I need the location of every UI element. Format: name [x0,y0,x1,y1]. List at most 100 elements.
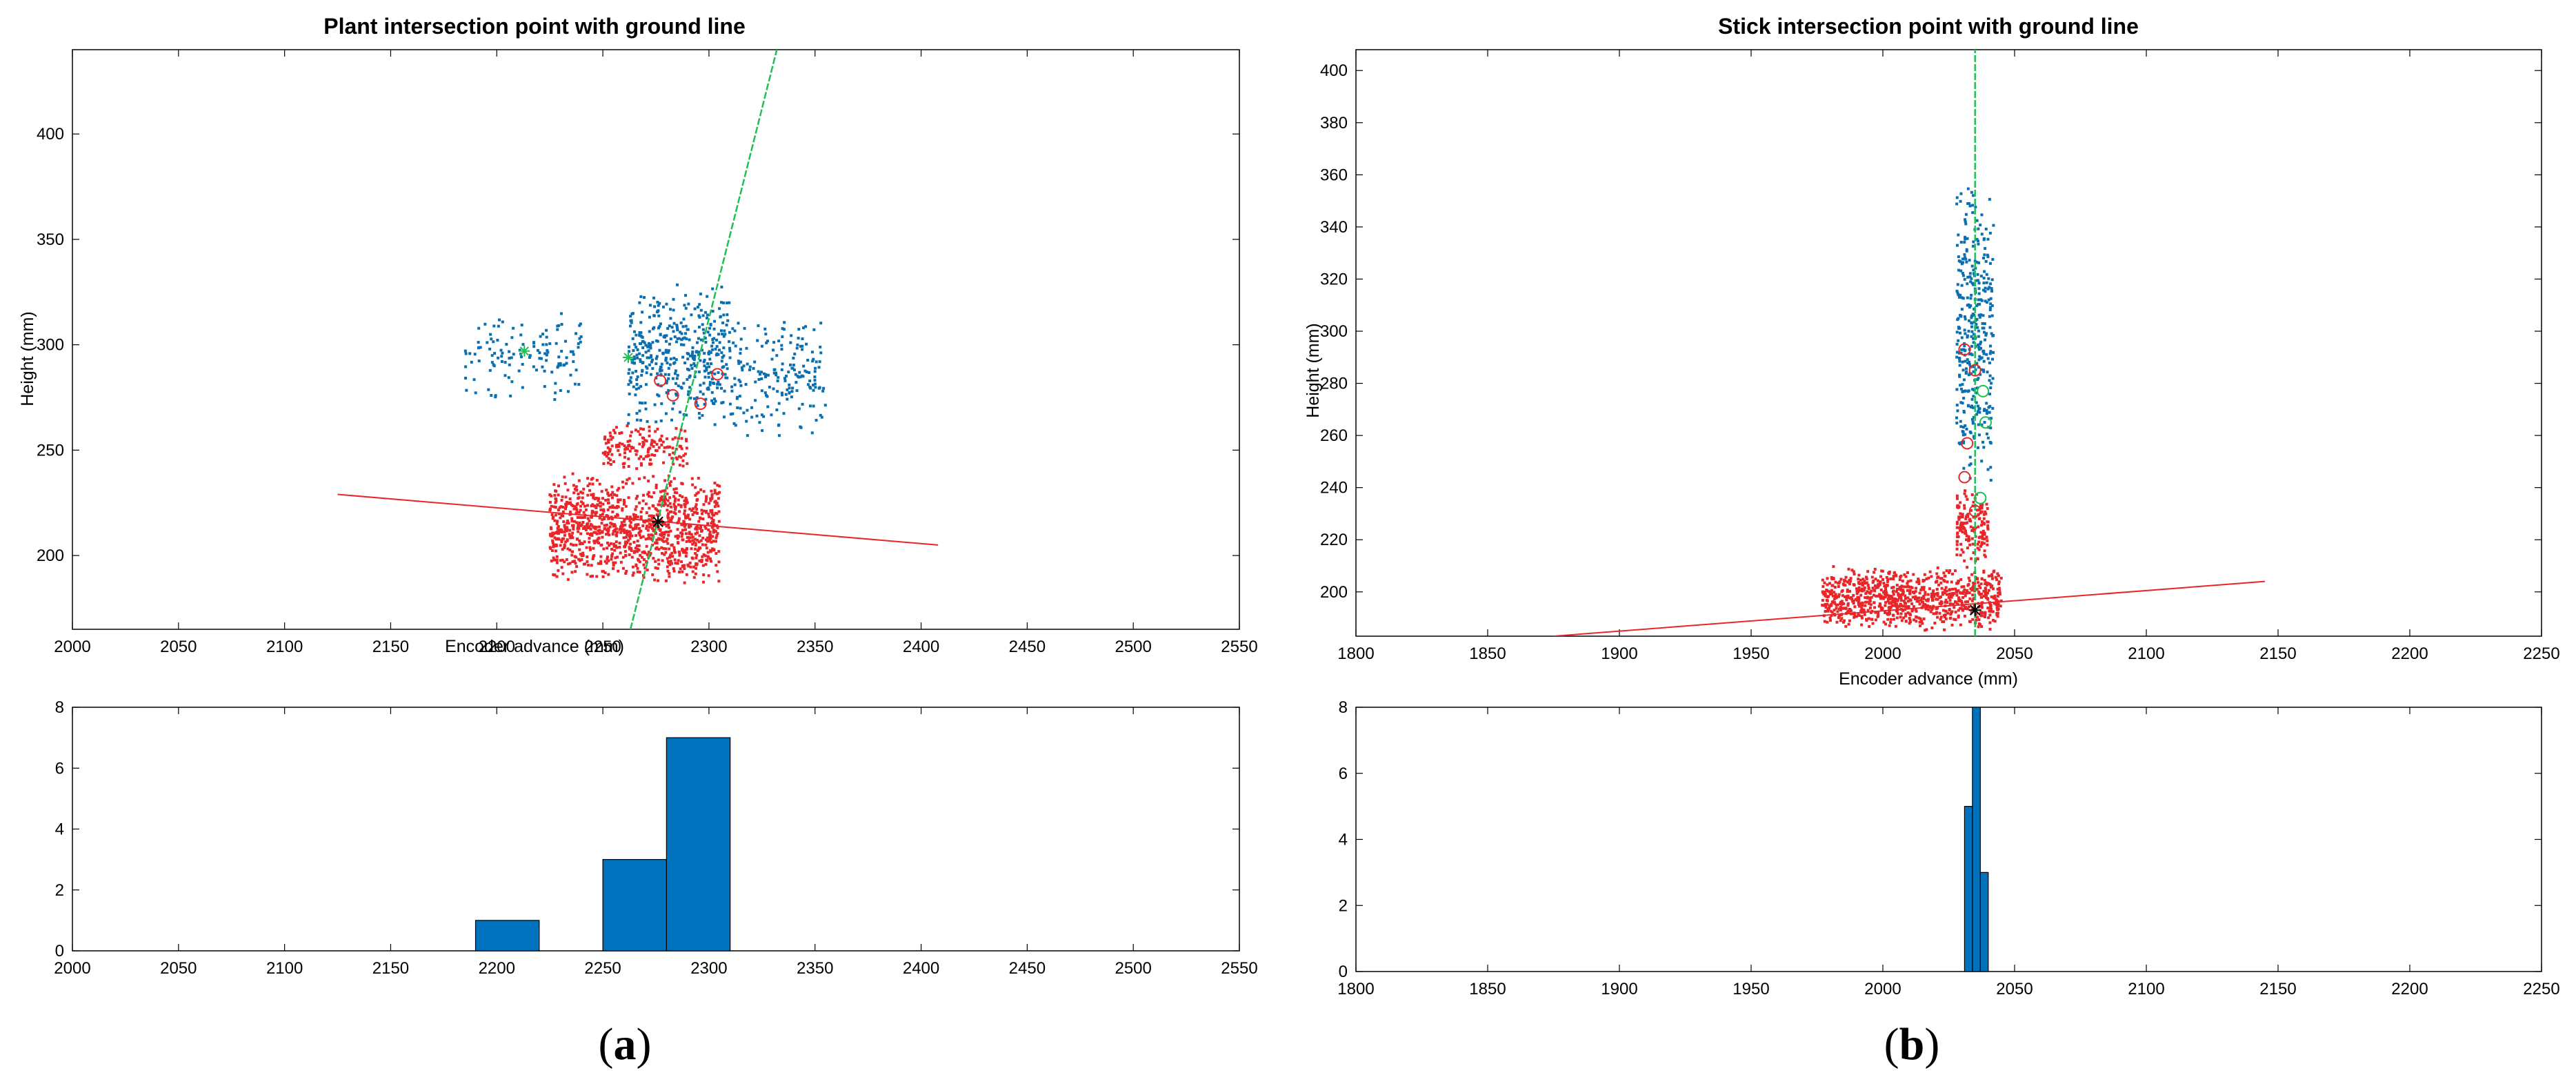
scatter-a-point [638,401,641,404]
scatter-b-point [1994,575,1997,579]
scatter-a-point [577,346,580,349]
scatter-a-point [719,386,723,390]
scatter-a-point [801,402,804,406]
scatter-a-point [684,516,688,520]
scatter-a-point [583,504,587,508]
scatter-a-point [655,376,658,380]
scatter-a-point [586,532,589,535]
scatter-a-point [720,359,723,363]
scatter-a-point [722,313,726,317]
scatter-b-ground-line [1553,580,2265,636]
scatter-a-point [815,360,818,364]
scatter-a-point [743,326,746,330]
scatter-a-point [819,322,823,325]
scatter-a-point [641,346,645,349]
scatter-a-point [578,324,581,327]
scatter-a-point [655,355,659,358]
scatter-a-point [574,570,577,573]
scatter-b-point [1876,579,1879,582]
scatter-a-point [711,287,715,290]
scatter-b-point [1865,577,1868,580]
scatter-a-point [610,453,614,456]
scatter-b-point [1976,542,1979,546]
scatter-a-point [710,540,713,544]
scatter-b-point [1979,535,1982,539]
scatter-a-point [765,341,768,344]
scatter-a-point [628,525,632,529]
scatter-a-point [676,562,679,565]
scatter-b-point [1881,578,1885,581]
scatter-b-point [1915,609,1918,613]
scatter-b-point [1888,624,1891,627]
scatter-a-point [500,359,503,363]
scatter-b-point [1922,617,1926,620]
scatter-b-point [1899,615,1902,619]
scatter-b-point [1918,591,1921,595]
scatter-b-point [1988,197,1991,201]
scatter-a-point [706,388,710,391]
scatter-a-point [721,321,725,324]
scatter-a-point [718,484,721,488]
scatter-b-point [1943,589,1946,592]
scatter-b-point [1955,581,1959,584]
scatter-a-point [706,559,709,562]
scatter-a-point [503,374,507,377]
scatter-a-point [681,529,684,532]
scatter-a-point [628,368,631,371]
scatter-a-point [659,419,663,422]
scatter-b-point [1830,589,1833,592]
scatter-a-point [642,296,646,299]
scatter-b-point [1958,331,1961,335]
scatter-a-point [635,563,638,566]
scatter-a-point [566,526,569,529]
scatter-b-point [1900,619,1904,622]
scatter-b-point [1884,591,1887,594]
scatter-a-point [587,563,590,566]
scatter-b-point [1972,268,1975,272]
scatter-a-point [551,539,555,542]
scatter-a-point [655,420,658,424]
scatter-a-point [610,506,614,509]
scatter-b-point [1977,348,1981,351]
scatter-b-point [1955,520,1959,524]
scatter-a-point [642,575,646,579]
scatter-a-point [578,559,581,562]
scatter-a-point [679,504,683,507]
scatter-b-point [1965,427,1968,431]
scatter-a-point [781,362,784,366]
scatter-a-point [680,523,683,526]
scatter-a-point [615,426,618,429]
scatter-a-point [600,490,603,493]
scatter-a-point [821,389,825,393]
scatter-b-point [1918,620,1921,624]
scatter-b-point [1972,333,1975,336]
scatter-b-point [1947,595,1950,599]
scatter-a-point [641,354,645,357]
scatter-a-point [588,525,591,529]
scatter-a-point [473,353,477,356]
scatter-a-point [705,368,708,372]
scatter-b-point [1950,595,1953,599]
scatter-a-point [661,489,665,493]
scatter-b-ytick-label: 340 [1320,218,1348,237]
scatter-b-point [1960,585,1964,589]
scatter-a-point [695,351,698,354]
scatter-b-point [1967,389,1970,393]
scatter-a-point [546,348,549,352]
scatter-a-point [635,505,638,509]
histogram-b-ytick-label: 6 [1339,765,1348,783]
scatter-a-point [612,523,616,526]
scatter-b-point [1975,391,1979,395]
scatter-a-point [701,580,705,584]
scatter-b-point [1969,280,1973,284]
scatter-b-point [1959,591,1962,594]
scatter-a-point [571,472,575,475]
scatter-b-point [1930,595,1933,598]
scatter-b-point [1989,478,1993,482]
scatter-a-point [813,379,817,382]
scatter-b-point [1950,580,1953,584]
scatter-b-point [1968,591,1971,595]
scatter-b-point [1976,546,1979,550]
scatter-a-point [688,354,692,357]
scatter-b-point [1978,508,1981,511]
